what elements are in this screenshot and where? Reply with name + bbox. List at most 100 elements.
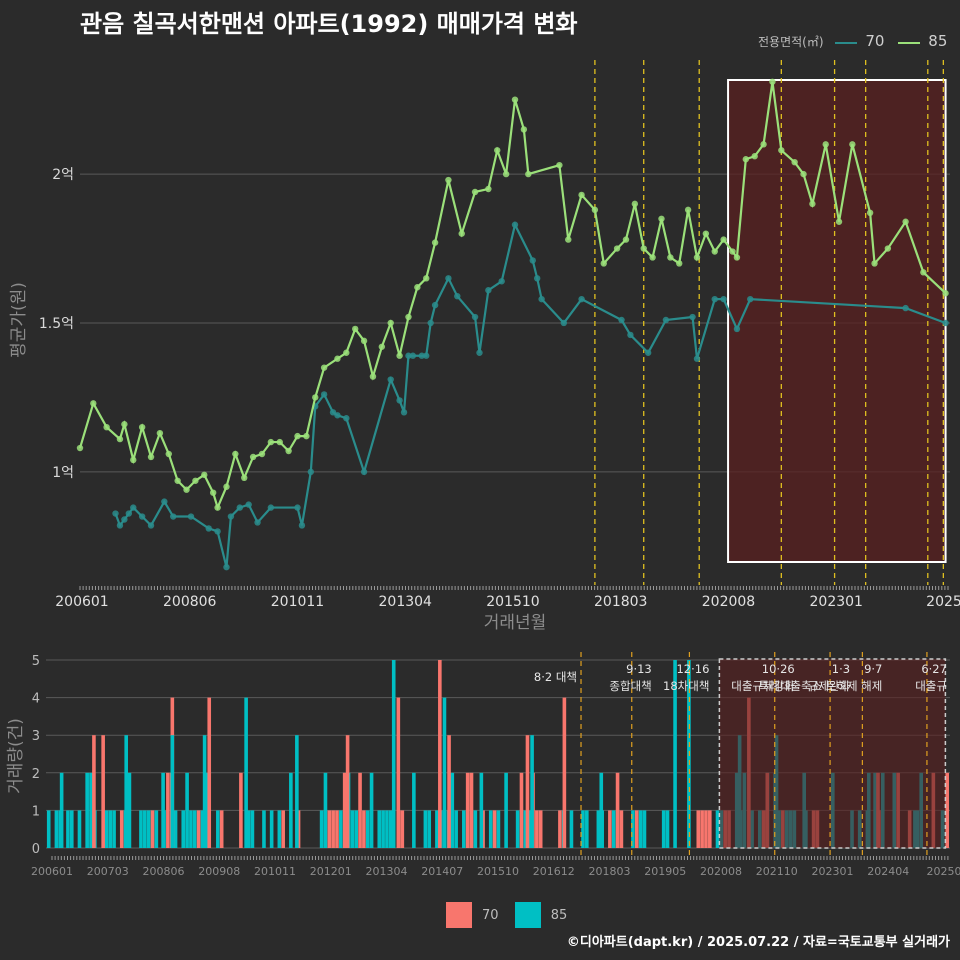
volume-bar-filler-25 [143,810,147,848]
volume-bar-filler-86 [377,810,382,848]
data-point-85-13 [201,471,208,479]
data-point-85-48 [525,170,532,178]
data-point-70-50 [644,349,652,356]
bar-y-tick-label-2: 2 [32,767,40,782]
volume-bar-filler-50 [239,772,243,848]
data-point-85-5 [130,456,137,464]
bar-x-tick-label-1: 200703 [87,865,129,878]
volume-bar-70-1 [101,735,105,848]
policy-label-5: 9·7 특례대출축소 토허제 해제 [759,662,883,693]
volume-bar-filler-10 [85,772,89,848]
volume-bar-filler-171 [704,810,708,848]
data-point-85-41 [458,230,465,237]
footer-credit: ©디아파트(dapt.kr) / 2025.07.22 / 자료=국토교통부 실… [566,935,950,950]
volume-bar-filler-101 [435,810,439,848]
data-point-70-17 [267,504,275,511]
volume-bar-filler-52 [246,810,251,848]
data-point-85-54 [613,245,621,252]
bar-x-tick-label-8: 201510 [477,865,519,878]
data-point-70-43 [529,257,536,264]
data-point-85-23 [285,447,292,455]
data-point-85-85 [942,290,949,297]
volume-bar-85-8 [442,697,447,848]
volume-bar-filler-87 [381,810,385,848]
volume-bar-filler-117 [496,810,501,848]
bar-y-tick-label-0: 0 [32,842,40,857]
volume-bar-filler-161 [665,810,670,848]
volume-bar-filler-27 [150,810,155,848]
data-point-85-25 [303,432,310,440]
data-point-70-3 [125,510,133,517]
volume-bar-85-1 [124,735,129,848]
volume-bar-filler-136 [569,810,574,848]
data-point-85-58 [649,254,656,261]
bar-y-tick-label-1: 1 [32,804,40,819]
data-point-85-39 [431,239,439,246]
volume-bar-filler-16 [108,810,113,848]
data-point-85-68 [733,254,741,261]
data-point-70-54 [711,295,718,303]
volume-bar-filler-24 [139,810,143,848]
y-axis-label: 평균가(원) [9,282,29,358]
data-point-85-47 [520,126,528,133]
volume-bar-85-2 [161,772,165,848]
legend-label-70: 70 [865,32,885,50]
data-point-70-26 [360,468,368,476]
data-point-70-11 [214,528,221,535]
volume-bar-filler-15 [104,810,109,848]
policy-label-4: 1·3 규제완화 [808,662,851,693]
volume-bar-filler-89 [388,810,393,848]
volume-bar-filler-35 [181,810,186,848]
volume-bar-filler-116 [492,810,497,848]
x-tick-label-0: 200601 [55,594,108,610]
data-point-70-38 [471,313,479,321]
volume-bar-85-0 [59,772,64,848]
data-point-70-34 [427,319,434,327]
data-point-85-0 [76,444,84,452]
data-point-85-43 [485,185,492,193]
volume-bar-filler-153 [634,810,639,848]
data-point-70-51 [662,316,670,324]
x-tick-label-5: 201803 [594,594,647,610]
data-point-70-4 [130,504,137,511]
highlight-region [727,79,947,563]
data-point-85-24 [294,432,301,440]
bar-x-tick-label-13: 202110 [756,865,798,878]
y-tick-label-1: 1.5억 [39,316,74,332]
data-point-85-4 [121,421,128,428]
data-point-70-55 [720,295,727,303]
bar-legend-swatch-85 [514,902,541,928]
volume-bar-85-12 [673,660,677,848]
data-point-70-19 [298,522,306,529]
data-point-70-39 [476,349,483,356]
volume-bar-filler-11 [89,772,93,848]
volume-bar-filler-84 [369,772,374,848]
bar-x-tick-label-4: 201011 [254,865,296,878]
data-point-70-16 [254,519,261,526]
data-point-85-63 [693,254,701,261]
bar-x-tick-label-7: 201407 [421,865,463,878]
data-point-85-9 [165,450,172,458]
volume-bar-filler-53 [250,810,255,848]
volume-bar-85-4 [202,735,207,848]
data-point-70-18 [294,504,301,511]
data-point-85-33 [378,343,386,350]
data-point-85-2 [103,423,110,431]
data-point-85-61 [676,260,683,267]
data-point-70-13 [227,513,235,520]
data-point-85-8 [156,429,164,437]
volume-bar-filler-109 [465,772,470,848]
volume-bar-filler-105 [450,772,455,848]
volume-bar-filler-174 [715,810,720,848]
data-point-85-57 [640,245,647,252]
volume-bar-filler-37 [189,810,193,848]
bar-y-axis-label: 거래량(건) [6,718,26,794]
volume-bar-filler-5 [66,810,70,848]
volume-bar-filler-169 [696,810,701,848]
price-chart: 1억 1.5억 2억 200601 200806 201011 201304 201510 20… [9,60,960,633]
bar-x-tick-label-3: 200908 [198,865,240,878]
data-point-85-62 [684,206,692,214]
volume-bar-filler-79 [350,810,355,848]
data-point-70-46 [560,319,568,327]
data-point-70-52 [689,313,696,321]
